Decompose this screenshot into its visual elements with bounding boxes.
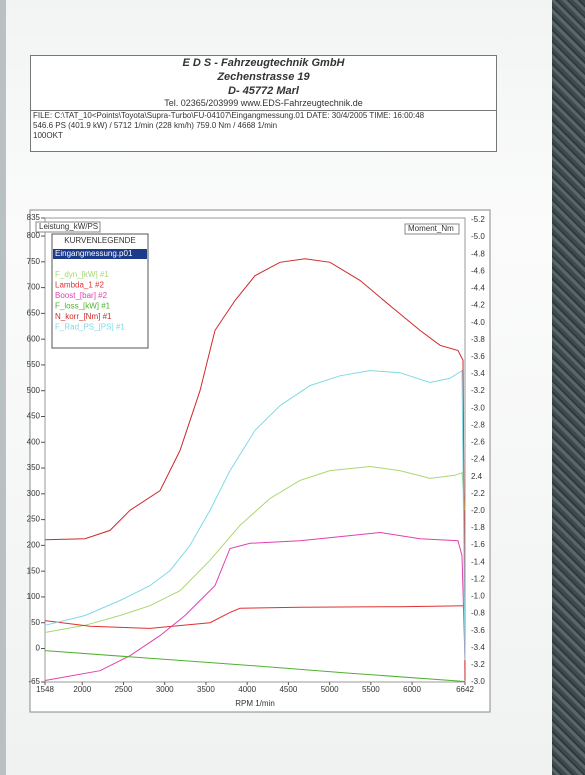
y-tick-label: 0 bbox=[36, 644, 41, 653]
y2-tick-label: -5.2 bbox=[471, 215, 485, 224]
y2-tick-label: -3.0 bbox=[471, 677, 485, 686]
y2-tick-label: 2.4 bbox=[471, 472, 483, 481]
series-line bbox=[44, 605, 466, 629]
x-tick-label: 4000 bbox=[238, 685, 256, 694]
x-tick-label: 3500 bbox=[197, 685, 215, 694]
result-line: 546.6 PS (401.9 kW) / 5712 1/min (228 km… bbox=[33, 121, 278, 130]
y2-tick-label: -4.8 bbox=[471, 249, 485, 258]
y2-tick-label: -2.6 bbox=[471, 438, 485, 447]
y2-tick-label: -1.4 bbox=[471, 557, 485, 566]
legend-file: Eingangmessung.p01 bbox=[55, 249, 133, 258]
y2-tick-label: -3.2 bbox=[471, 660, 485, 669]
x-tick-label: 6642 bbox=[456, 685, 474, 694]
y2-tick-label: -0.8 bbox=[471, 609, 485, 618]
x-tick-label: 6000 bbox=[403, 685, 421, 694]
x-tick-label: 2000 bbox=[73, 685, 91, 694]
legend-entry: Lambda_1 #2 bbox=[55, 281, 104, 290]
y-tick-label: 835 bbox=[27, 213, 41, 222]
x-tick-label: 2500 bbox=[115, 685, 133, 694]
plot-area bbox=[44, 217, 466, 683]
y-tick-label: 250 bbox=[27, 515, 41, 524]
y-tick-label: 100 bbox=[27, 592, 41, 601]
legend-entry: F_Rad_PS_[PS] #1 bbox=[55, 323, 125, 332]
y2-label-box bbox=[404, 223, 460, 235]
y2-tick-label: -3.0 bbox=[471, 403, 485, 412]
y-tick-label: 350 bbox=[27, 463, 41, 472]
y2-axis-label: Moment_Nm bbox=[408, 224, 454, 233]
y2-tick-label: -2.8 bbox=[471, 420, 485, 429]
series-line bbox=[44, 650, 466, 682]
legend-entry: Boost_[bar] #2 bbox=[55, 291, 108, 300]
x-tick-label: 4500 bbox=[279, 685, 297, 694]
y-axis-label: Leistung_kW/PS bbox=[39, 222, 98, 231]
legend-entry: F_loss_[kW] #1 bbox=[55, 302, 111, 311]
y2-tick-label: -3.2 bbox=[471, 386, 485, 395]
fuel-line: 100OKT bbox=[33, 131, 63, 140]
y-tick-label: 150 bbox=[27, 566, 41, 575]
y2-tick-label: -1.8 bbox=[471, 523, 485, 532]
y2-tick-label: -3.8 bbox=[471, 335, 485, 344]
legend-title: KURVENLEGENDE bbox=[64, 236, 135, 245]
legend-entry: F_dyn_[kW] #1 bbox=[55, 270, 109, 279]
x-axis-label: RPM 1/min bbox=[235, 699, 275, 708]
y-tick-label: 200 bbox=[27, 540, 41, 549]
y2-tick-label: -1.0 bbox=[471, 592, 485, 601]
company: E D S - Fahrzeugtechnik GmbH bbox=[182, 57, 345, 69]
y2-tick-label: -2.0 bbox=[471, 506, 485, 515]
series-line bbox=[44, 531, 466, 681]
y2-tick-label: -4.6 bbox=[471, 266, 485, 275]
file-line: FILE: C:\TAT_10<Points\Toyota\Supra-Turb… bbox=[33, 111, 425, 120]
x-tick-label: 1548 bbox=[36, 685, 54, 694]
y-tick-label: 550 bbox=[27, 360, 41, 369]
y2-tick-label: -2.2 bbox=[471, 489, 485, 498]
y-label-box bbox=[35, 221, 101, 233]
x-tick-label: 5000 bbox=[321, 685, 339, 694]
y-tick-label: 650 bbox=[27, 308, 41, 317]
series-line bbox=[44, 258, 466, 681]
y-tick-label: 750 bbox=[27, 257, 41, 266]
y2-tick-label: -3.4 bbox=[471, 643, 485, 652]
y-tick-label: 450 bbox=[27, 412, 41, 421]
city: D- 45772 Marl bbox=[228, 85, 299, 97]
y-tick-label: 500 bbox=[27, 386, 41, 395]
y-tick-label: 700 bbox=[27, 283, 41, 292]
carpet bbox=[552, 0, 585, 775]
street: Zechenstrasse 19 bbox=[217, 71, 310, 83]
y2-tick-label: -3.6 bbox=[471, 352, 485, 361]
y-tick-label: 300 bbox=[27, 489, 41, 498]
series-line bbox=[44, 465, 466, 633]
y2-tick-label: -4.4 bbox=[471, 284, 485, 293]
y2-tick-label: -2.4 bbox=[471, 455, 485, 464]
y2-tick-label: -3.6 bbox=[471, 626, 485, 635]
legend-entry: N_korr_[Nm] #1 bbox=[55, 312, 112, 321]
x-tick-label: 3000 bbox=[156, 685, 174, 694]
y2-tick-label: -4.2 bbox=[471, 301, 485, 310]
y2-tick-label: -4.0 bbox=[471, 318, 485, 327]
y2-tick-label: -1.2 bbox=[471, 574, 485, 583]
y-tick-label: -65 bbox=[28, 677, 40, 686]
y2-tick-label: -3.4 bbox=[471, 369, 485, 378]
y-tick-label: 800 bbox=[27, 231, 41, 240]
y-tick-label: 50 bbox=[31, 618, 40, 627]
y2-tick-label: -1.6 bbox=[471, 540, 485, 549]
header: E D S - Fahrzeugtechnik GmbH Zechenstras… bbox=[30, 55, 497, 152]
legend-highlight bbox=[53, 249, 147, 259]
x-tick-label: 5500 bbox=[362, 685, 380, 694]
y2-tick-label: -5.0 bbox=[471, 232, 485, 241]
y-tick-label: 400 bbox=[27, 437, 41, 446]
y-tick-label: 600 bbox=[27, 334, 41, 343]
series-line bbox=[44, 369, 466, 661]
contact: Tel. 02365/203999 www.EDS-Fahrzeugtechni… bbox=[31, 98, 496, 111]
